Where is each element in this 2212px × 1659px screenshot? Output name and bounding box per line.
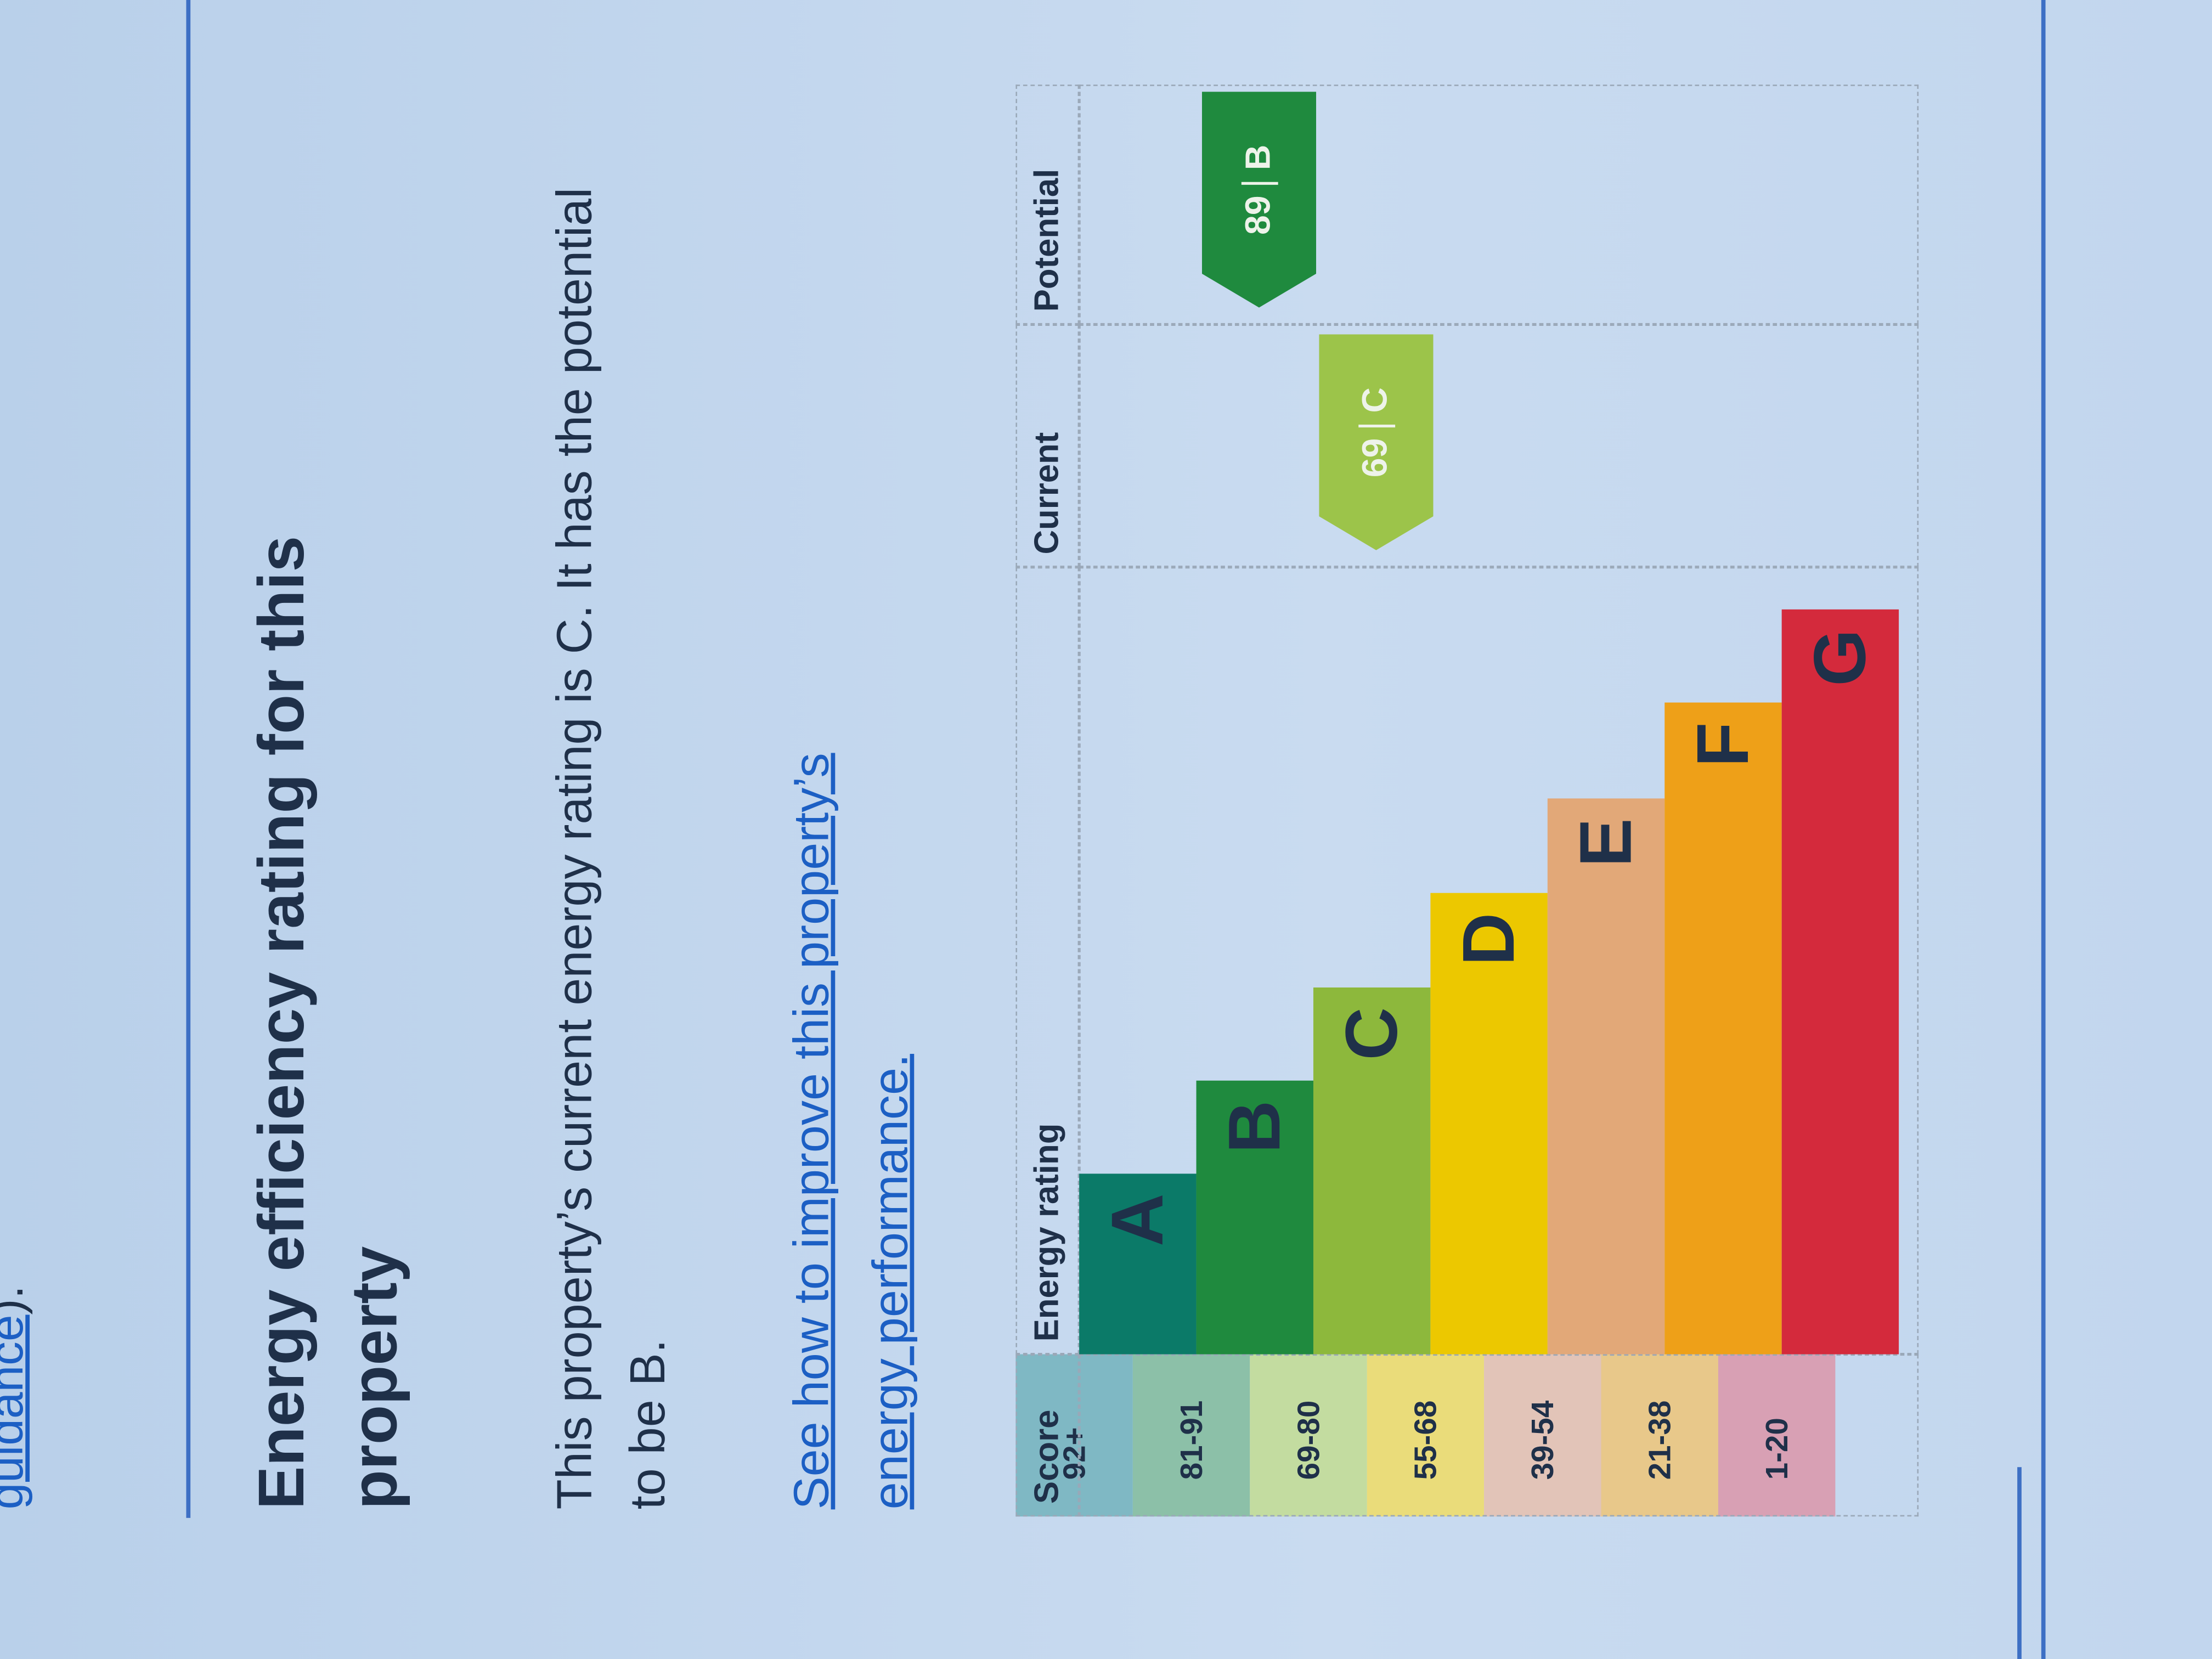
improve-link[interactable]: See how to improve this property’s energ… xyxy=(784,753,918,1510)
potential-band: B xyxy=(1238,144,1278,171)
heading: Energy efficiency rating for this proper… xyxy=(244,535,411,1510)
fragment-tail: ). xyxy=(0,1285,34,1315)
column-header: Energy rating xyxy=(1015,567,1080,1355)
rating-bar: B xyxy=(1196,1080,1313,1355)
current-band: C xyxy=(1356,387,1396,413)
guidance-link[interactable]: guidance xyxy=(0,1314,34,1510)
divider xyxy=(186,0,191,1518)
current-score: 69 xyxy=(1356,438,1396,478)
rating-bar: F xyxy=(1664,702,1782,1355)
rating-table: Score Energy rating Current Potential 92+ A 81… xyxy=(1015,84,1919,1517)
fragment: guidance). xyxy=(0,1285,35,1509)
column-header: Score xyxy=(1015,1354,1080,1517)
rating-bar: C xyxy=(1313,987,1431,1355)
divider xyxy=(2041,0,2046,1659)
column-header: Potential xyxy=(1015,84,1080,325)
potential-rating: 89 B xyxy=(1202,92,1316,307)
rating-bar: G xyxy=(1781,609,1899,1355)
paragraph: This property’s current energy rating is… xyxy=(547,187,676,1510)
rating-bar: E xyxy=(1547,798,1665,1355)
potential-score: 89 xyxy=(1238,195,1278,235)
rating-bar: D xyxy=(1430,893,1548,1355)
column-body xyxy=(1079,1354,1919,1517)
separator xyxy=(1241,182,1278,184)
separator xyxy=(1358,424,1395,427)
column-body xyxy=(1079,324,1919,567)
column-header: Current xyxy=(1015,324,1080,567)
divider xyxy=(2017,1467,2022,1659)
current-rating: 69 C xyxy=(1319,334,1433,550)
rating-bar: A xyxy=(1079,1173,1197,1355)
